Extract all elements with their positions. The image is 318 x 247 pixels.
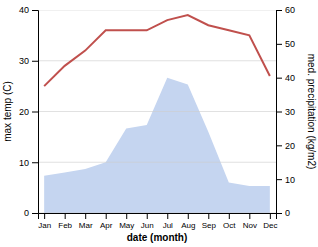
x-tick-mark	[249, 213, 250, 219]
x-tick-label: Mar	[79, 221, 93, 230]
x-tick-mark	[147, 213, 148, 219]
y-tick-label: 20	[19, 107, 29, 117]
y-tick: 0	[24, 208, 38, 218]
axis-line	[32, 11, 39, 214]
y-tick-label: 0	[24, 208, 29, 218]
y-tick-mark	[32, 61, 38, 62]
x-tick: Sep	[202, 213, 217, 230]
grid-line	[38, 60, 276, 61]
y2-tick-mark	[276, 112, 282, 113]
y2-tick: 60	[276, 5, 295, 15]
y-tick-label: 10	[19, 158, 29, 168]
x-tick-label: Nov	[243, 221, 257, 230]
y2-tick-mark	[276, 78, 282, 79]
x-tick-label: Jan	[38, 221, 51, 230]
x-tick-mark	[208, 213, 209, 219]
y-axis: 0 10 20 30 40	[19, 5, 39, 218]
y-tick-mark	[32, 162, 38, 163]
x-tick-label: Feb	[58, 221, 72, 230]
y-tick: 30	[19, 56, 38, 66]
x-tick-mark	[229, 213, 230, 219]
x-tick-mark	[126, 213, 127, 219]
x-tick: Jan	[38, 213, 51, 230]
y-axis-title: max temp (C)	[2, 81, 13, 142]
y-tick-label: 30	[19, 56, 29, 66]
grid-line	[38, 111, 276, 112]
y-tick: 20	[19, 107, 38, 117]
x-tick: Mar	[79, 213, 93, 230]
x-tick-label: Oct	[223, 221, 236, 230]
x-tick: Aug	[181, 213, 195, 230]
y2-tick-mark	[276, 145, 282, 146]
axis-line	[277, 11, 283, 214]
plot-area	[38, 10, 276, 213]
x-tick-mark	[188, 213, 189, 219]
plot-frame: Jan Feb Mar Apr May Jun Jul Aug Sep Oct Nov Dec 0 10 2…	[19, 5, 295, 229]
x-tick-label: Dec	[263, 221, 277, 230]
y2-axis: 0 10 20 30 40 50 60	[276, 5, 295, 218]
x-tick: May	[119, 213, 134, 230]
x-tick: Dec	[263, 213, 277, 230]
x-tick: Apr	[100, 213, 113, 230]
y2-tick-label: 10	[285, 175, 295, 185]
y2-tick-mark	[276, 10, 282, 11]
y2-tick-mark	[276, 179, 282, 180]
x-tick-mark	[106, 213, 107, 219]
x-tick: Feb	[58, 213, 72, 230]
y2-tick-label: 50	[285, 39, 295, 49]
y2-tick-mark	[276, 213, 282, 214]
x-tick: Jun	[141, 213, 154, 230]
x-tick-mark	[270, 213, 271, 219]
y2-tick-label: 30	[285, 107, 295, 117]
x-tick-label: Apr	[100, 221, 113, 230]
y2-tick: 40	[276, 73, 295, 83]
axis-line	[39, 214, 277, 220]
y2-tick-label: 0	[285, 208, 290, 218]
x-tick-mark	[65, 213, 66, 219]
y2-tick-label: 60	[285, 5, 295, 15]
y-tick-mark	[32, 10, 38, 11]
grid-line	[38, 213, 276, 214]
x-tick-label: Sep	[202, 221, 217, 230]
y2-tick-label: 40	[285, 73, 295, 83]
chart: Jan Feb Mar Apr May Jun Jul Aug Sep Oct Nov Dec 0 10 2…	[0, 0, 318, 247]
x-axis-title: date (month)	[127, 232, 188, 243]
x-tick-label: Jul	[163, 221, 173, 230]
x-tick: Oct	[223, 213, 236, 230]
y2-axis-title: med. precipitation (kg/m2)	[306, 54, 317, 170]
y2-tick: 10	[276, 175, 295, 185]
x-axis: Jan Feb Mar Apr May Jun Jul Aug Sep Oct Nov Dec	[38, 213, 277, 230]
x-tick-mark	[44, 213, 45, 219]
y2-tick-mark	[276, 44, 282, 45]
grid-line	[38, 10, 276, 11]
y2-tick: 20	[276, 141, 295, 151]
x-tick-label: Jun	[141, 221, 154, 230]
y2-tick: 30	[276, 107, 295, 117]
area	[44, 78, 270, 213]
x-tick-label: May	[119, 221, 134, 230]
x-tick-mark	[85, 213, 86, 219]
y2-tick: 0	[276, 208, 290, 218]
y-tick-mark	[32, 213, 38, 214]
y-tick-mark	[32, 112, 38, 113]
x-tick-label: Aug	[181, 221, 195, 230]
y-tick: 10	[19, 158, 38, 168]
x-tick: Jul	[163, 213, 173, 230]
y-tick-label: 40	[19, 5, 29, 15]
y-tick: 40	[19, 5, 38, 15]
x-tick-mark	[167, 213, 168, 219]
y2-tick: 50	[276, 39, 295, 49]
grid-line	[38, 162, 276, 163]
line	[44, 15, 270, 86]
x-tick: Nov	[243, 213, 257, 230]
y2-tick-label: 20	[285, 141, 295, 151]
